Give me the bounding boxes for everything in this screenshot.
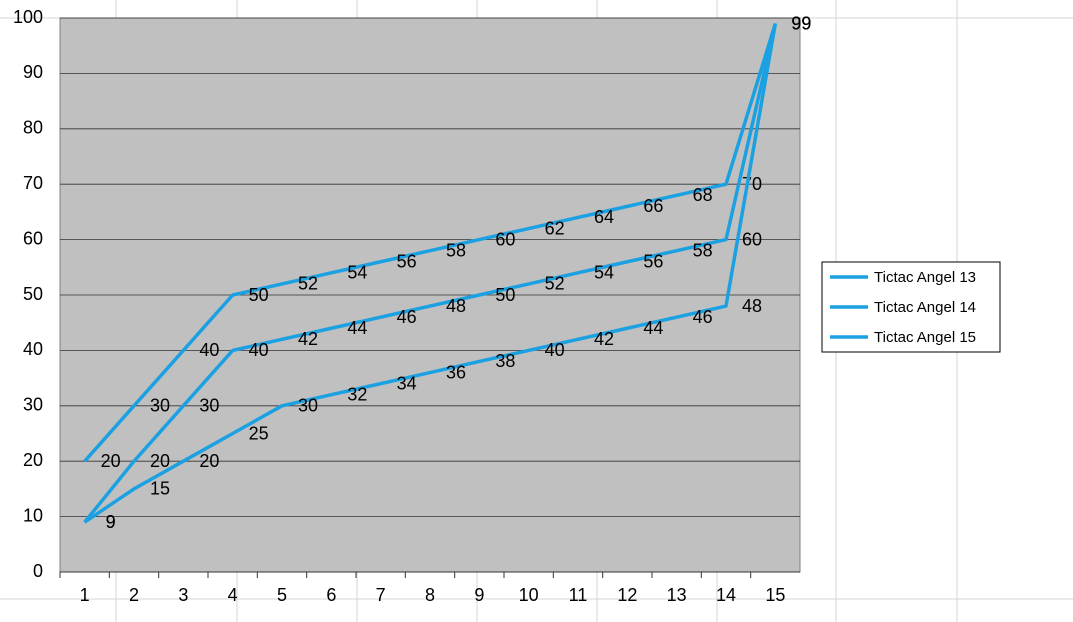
series-line [83, 23, 778, 524]
y-tick-label: 90 [23, 62, 43, 82]
series-line [83, 23, 778, 524]
series-line [83, 23, 778, 463]
x-tick-label: 13 [667, 585, 687, 605]
y-tick-label: 50 [23, 284, 43, 304]
y-tick-label: 70 [23, 173, 43, 193]
x-tick-label: 15 [765, 585, 785, 605]
data-label: 15 [150, 479, 170, 499]
data-label: 40 [199, 340, 219, 360]
legend: Tictac Angel 13 Tictac Angel 14 Tictac Ang… [821, 261, 1001, 353]
data-label: 40 [249, 340, 269, 360]
data-label: 30 [150, 396, 170, 416]
data-label: 48 [446, 296, 466, 316]
data-label: 9 [106, 512, 116, 532]
data-label: 30 [199, 396, 219, 416]
legend-label: Tictac Angel 14 [874, 299, 976, 316]
y-tick-label: 0 [33, 561, 43, 581]
x-tick-label: 14 [716, 585, 736, 605]
data-label: 52 [545, 274, 565, 294]
data-label: 20 [101, 451, 121, 471]
x-tick-label: 1 [80, 585, 90, 605]
data-label: 62 [545, 218, 565, 238]
data-label: 32 [347, 384, 367, 404]
data-label: 60 [742, 229, 762, 249]
data-label: 54 [594, 263, 614, 283]
x-tick-label: 3 [178, 585, 188, 605]
x-tick-label: 5 [277, 585, 287, 605]
x-tick-label: 6 [326, 585, 336, 605]
y-tick-label: 30 [23, 395, 43, 415]
data-label: 50 [249, 285, 269, 305]
y-tick-label: 60 [23, 228, 43, 248]
data-label: 34 [397, 373, 417, 393]
legend-label: Tictac Angel 15 [874, 329, 976, 346]
data-label: 60 [495, 229, 515, 249]
data-label: 25 [249, 423, 269, 443]
data-label: 99 [791, 13, 811, 33]
data-label: 42 [298, 329, 318, 349]
data-label: 9 [106, 512, 116, 532]
data-label: 38 [495, 351, 515, 371]
x-tick-label: 11 [569, 585, 588, 605]
data-label: 99 [791, 13, 811, 33]
data-label: 58 [693, 240, 713, 260]
y-tick-label: 20 [23, 450, 43, 470]
x-tick-label: 4 [228, 585, 238, 605]
y-tick-label: 80 [23, 118, 43, 138]
data-label: 99 [791, 13, 811, 33]
data-label: 52 [298, 274, 318, 294]
data-label: 48 [742, 296, 762, 316]
data-label: 20 [199, 451, 219, 471]
data-label: 46 [693, 307, 713, 327]
data-label: 54 [347, 263, 367, 283]
data-label: 66 [643, 196, 663, 216]
x-tick-label: 12 [617, 585, 637, 605]
x-tick-label: 9 [474, 585, 484, 605]
data-label: 64 [594, 207, 614, 227]
x-tick-label: 8 [425, 585, 435, 605]
y-tick-label: 40 [23, 339, 43, 359]
data-label: 56 [643, 252, 663, 272]
y-tick-label: 10 [23, 505, 43, 525]
x-tick-label: 2 [129, 585, 139, 605]
data-label: 58 [446, 240, 466, 260]
data-label: 50 [495, 285, 515, 305]
legend-label: Tictac Angel 13 [874, 269, 976, 286]
data-label: 36 [446, 362, 466, 382]
data-label: 20 [150, 451, 170, 471]
data-label: 46 [397, 307, 417, 327]
data-label: 68 [693, 185, 713, 205]
x-tick-label: 10 [519, 585, 539, 605]
data-label: 56 [397, 252, 417, 272]
data-label: 44 [643, 318, 663, 338]
y-tick-label: 100 [13, 7, 43, 27]
data-label: 30 [298, 396, 318, 416]
data-label: 40 [545, 340, 565, 360]
x-tick-label: 7 [376, 585, 386, 605]
data-label: 44 [347, 318, 367, 338]
data-label: 42 [594, 329, 614, 349]
